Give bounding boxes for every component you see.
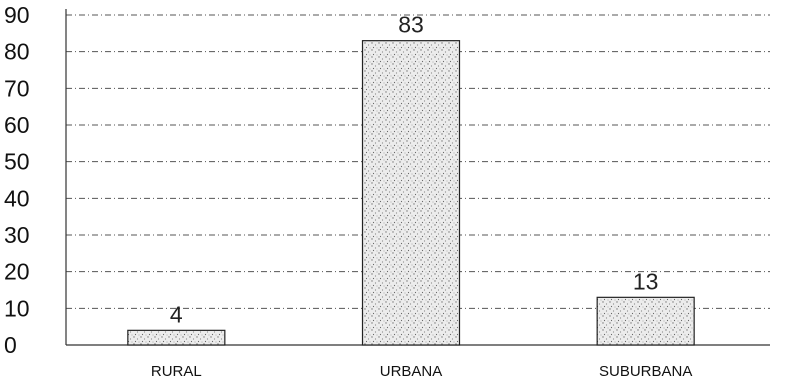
y-tick-label: 50 (4, 149, 30, 175)
x-category-label: RURAL (151, 363, 202, 380)
bar-suburbana (596, 296, 695, 346)
y-tick-label: 60 (4, 112, 30, 138)
x-category-label: SUBURBANA (599, 363, 692, 380)
bar-rural (127, 329, 226, 346)
y-axis-ticks: 0 10 20 30 40 50 60 70 80 90 (4, 2, 30, 358)
y-tick-label: 40 (4, 185, 30, 211)
data-label: 13 (633, 268, 659, 294)
y-tick-label: 0 (4, 332, 17, 358)
y-tick-label: 30 (4, 222, 30, 248)
y-tick-label: 10 (4, 295, 30, 321)
y-tick-label: 70 (4, 75, 30, 101)
y-tick-label: 80 (4, 39, 30, 65)
bar-urbana (361, 40, 461, 346)
bars (127, 40, 695, 346)
data-label: 4 (170, 301, 183, 327)
data-labels: 4 83 13 (170, 12, 659, 328)
x-axis-categories: RURAL URBANA SUBURBANA (151, 363, 692, 380)
x-category-label: URBANA (380, 363, 443, 380)
y-tick-label: 20 (4, 259, 30, 285)
y-tick-label: 90 (4, 2, 30, 28)
data-label: 83 (398, 12, 424, 38)
